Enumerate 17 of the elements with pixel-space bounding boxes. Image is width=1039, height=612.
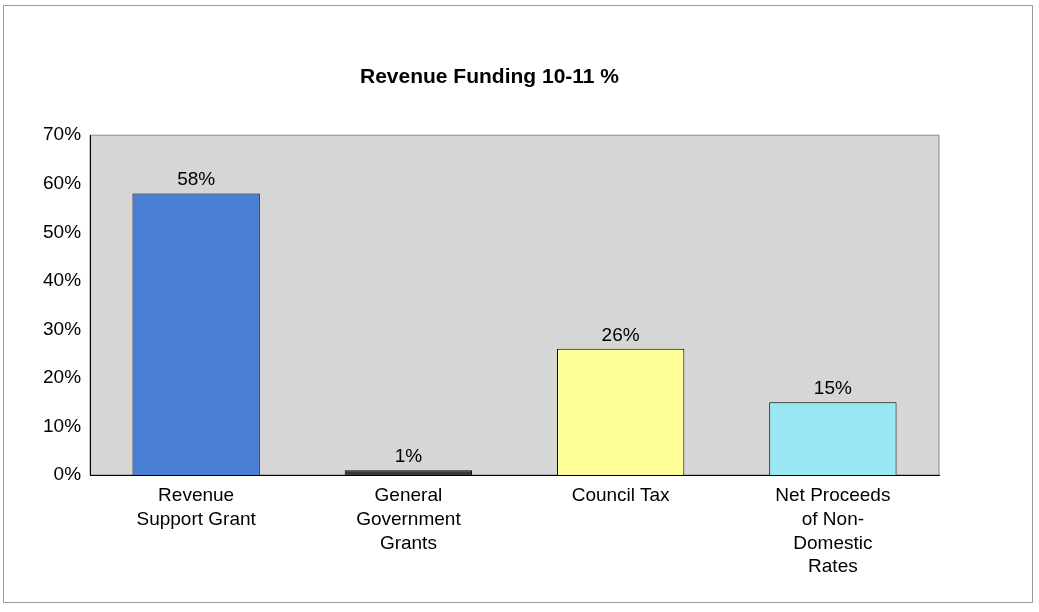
y-tick-label: 60% [43,171,82,193]
x-tick-label: General Government Grants [356,484,462,553]
data-label: 58% [177,168,216,190]
x-tick-label: Revenue Support Grant [136,484,257,529]
y-tick-label: 20% [43,366,82,388]
chart-title: Revenue Funding 10-11 % [359,64,620,88]
y-tick-label: 0% [53,463,82,485]
y-tick-label: 40% [43,269,82,291]
y-tick-label: 70% [43,123,82,145]
data-label: 15% [813,376,852,398]
y-tick-label: 10% [43,414,82,436]
data-label: 1% [394,444,423,466]
y-tick-label: 50% [43,220,82,242]
x-tick-label: Net Proceeds of Non-Domestic Rates [775,484,891,577]
y-tick-label: 30% [43,317,82,339]
x-tick-label: Council Tax [571,484,671,506]
data-label: 26% [601,323,640,345]
